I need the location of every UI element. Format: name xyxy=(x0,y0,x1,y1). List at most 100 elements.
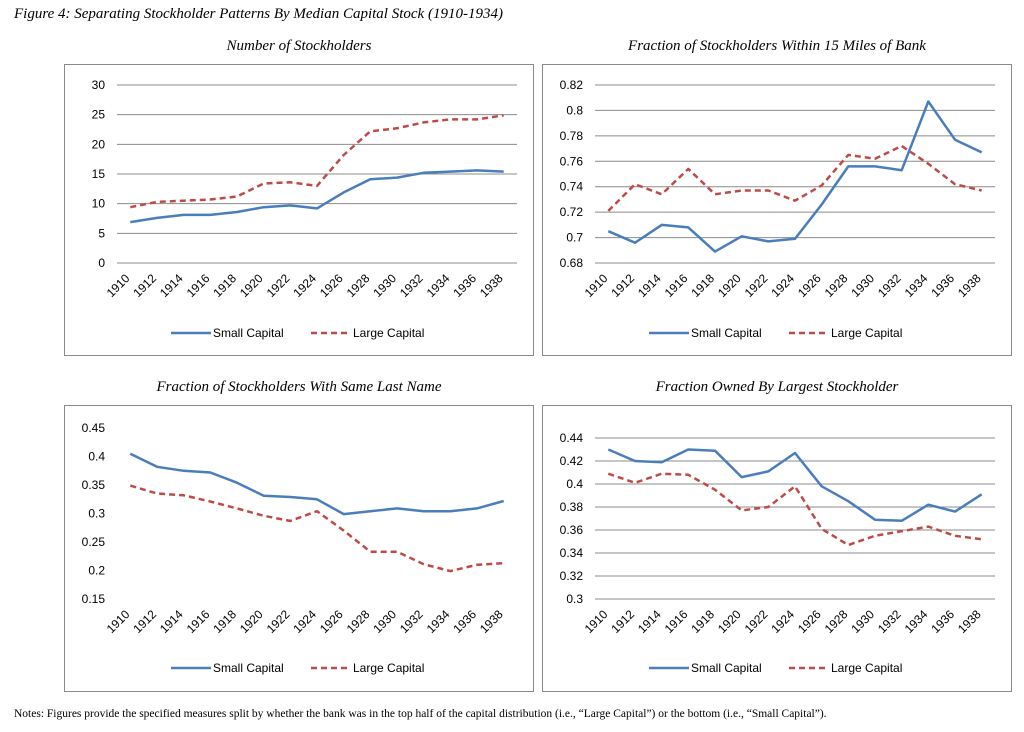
legend-label: Large Capital xyxy=(353,326,424,340)
legend-label: Small Capital xyxy=(691,661,762,675)
legend-label: Large Capital xyxy=(831,326,902,340)
x-tick-label: 1928 xyxy=(344,271,373,300)
series-line-large-capital xyxy=(130,114,504,209)
x-tick-label: 1932 xyxy=(875,271,904,300)
x-tick-label: 1930 xyxy=(848,607,877,636)
x-tick-label: 1912 xyxy=(130,607,159,636)
chart-3-svg: 0.150.20.250.30.350.40.45191019121914191… xyxy=(82,421,506,675)
x-tick-label: 1926 xyxy=(317,271,346,300)
x-tick-label: 1910 xyxy=(582,607,611,636)
series-line-small-capital xyxy=(607,448,983,523)
chart-3-title: Fraction of Stockholders With Same Last … xyxy=(156,379,442,395)
x-tick-label: 1912 xyxy=(130,271,159,300)
x-tick-label: 1918 xyxy=(688,607,717,636)
x-tick-label: 1910 xyxy=(582,271,611,300)
x-tick-label: 1936 xyxy=(928,271,957,300)
x-tick-label: 1938 xyxy=(955,607,984,636)
y-tick-label: 0.38 xyxy=(560,500,584,514)
x-tick-label: 1926 xyxy=(795,271,824,300)
y-tick-label: 0.8 xyxy=(566,103,583,117)
series-line-small-capital xyxy=(607,100,983,253)
chart-panel-same-last-name: 0.15 0.2 0.25 0.3 0.35 0.4 0.45 1910 1912 1914 191… xyxy=(64,405,534,692)
series-line-large-capital xyxy=(607,144,982,212)
y-tick-label: 0.32 xyxy=(560,569,584,583)
x-tick-label: 1920 xyxy=(237,607,266,636)
legend-label: Large Capital xyxy=(353,661,424,675)
x-tick-label: 1922 xyxy=(264,271,293,300)
series-line-small-capital xyxy=(130,169,504,224)
x-tick-label: 1938 xyxy=(477,271,506,300)
x-tick-label: 1926 xyxy=(795,607,824,636)
x-tick-label: 1912 xyxy=(608,271,637,300)
y-tick-label: 10 xyxy=(92,197,106,211)
x-tick-label: 1912 xyxy=(608,607,637,636)
y-tick-label: 0.7 xyxy=(566,231,583,245)
chart-panel-within-15-miles: 0.68 0.7 0.72 0.74 0.76 0.78 0.8 0.82 1910 1912 19… xyxy=(542,64,1012,356)
x-tick-label: 1914 xyxy=(635,607,664,636)
figure-title: Figure 4: Separating Stockholder Pattern… xyxy=(14,6,503,22)
x-tick-label: 1936 xyxy=(450,607,479,636)
x-tick-label: 1914 xyxy=(157,607,186,636)
x-tick-label: 1916 xyxy=(662,607,691,636)
x-tick-label: 1916 xyxy=(662,271,691,300)
y-tick-label: 20 xyxy=(92,137,106,151)
x-tick-label: 1918 xyxy=(688,271,717,300)
x-tick-label: 1916 xyxy=(184,607,213,636)
x-tick-label: 1936 xyxy=(928,607,957,636)
x-tick-label: 1924 xyxy=(768,271,797,300)
y-tick-label: 0.42 xyxy=(560,454,584,468)
chart-2-svg: 0.680.70.720.740.760.780.80.821910191219… xyxy=(560,78,995,340)
x-tick-label: 1918 xyxy=(210,607,239,636)
y-tick-label: 0.34 xyxy=(560,546,584,560)
y-tick-label: 15 xyxy=(92,167,106,181)
legend-label: Large Capital xyxy=(831,661,902,675)
y-tick-label: 0.72 xyxy=(560,205,584,219)
x-tick-label: 1928 xyxy=(822,271,851,300)
x-tick-label: 1938 xyxy=(955,271,984,300)
x-tick-label: 1910 xyxy=(104,607,133,636)
y-tick-label: 0.4 xyxy=(566,477,583,491)
legend-label: Small Capital xyxy=(213,326,284,340)
x-tick-label: 1920 xyxy=(237,271,266,300)
series-line-large-capital xyxy=(607,472,982,547)
x-tick-label: 1922 xyxy=(264,607,293,636)
chart-panel-stockholders: 0 5 10 15 20 25 30 1910 1912 1914 1916 1918 1920 1922… xyxy=(64,64,534,356)
y-tick-label: 25 xyxy=(92,108,106,122)
x-tick-label: 1920 xyxy=(715,607,744,636)
x-tick-label: 1924 xyxy=(290,607,319,636)
x-tick-label: 1930 xyxy=(370,271,399,300)
y-tick-label: 0.45 xyxy=(82,421,106,435)
x-tick-label: 1914 xyxy=(157,271,186,300)
x-tick-label: 1934 xyxy=(424,271,453,300)
y-tick-label: 30 xyxy=(92,78,106,92)
y-tick-label: 0.76 xyxy=(560,154,584,168)
y-tick-label: 0.74 xyxy=(560,180,584,194)
x-tick-label: 1932 xyxy=(397,271,426,300)
x-tick-label: 1920 xyxy=(715,271,744,300)
x-tick-label: 1910 xyxy=(104,271,133,300)
legend-label: Small Capital xyxy=(213,661,284,675)
x-tick-label: 1916 xyxy=(184,271,213,300)
chart-1-svg: 0 5 10 15 20 25 30 1910191219141916191819201922… xyxy=(92,78,517,340)
y-tick-label: 0.15 xyxy=(82,592,106,606)
chart-2-title: Fraction of Stockholders Within 15 Miles… xyxy=(628,38,926,54)
x-tick-label: 1932 xyxy=(397,607,426,636)
y-tick-label: 0.25 xyxy=(82,535,106,549)
series-line-small-capital xyxy=(129,452,505,516)
chart-panel-largest-stockholder: 0.3 0.32 0.34 0.36 0.38 0.4 0.42 0.44 1910 1912 19… xyxy=(542,405,1012,692)
y-tick-label: 0.44 xyxy=(560,431,584,445)
x-tick-label: 1918 xyxy=(210,271,239,300)
chart-1-title: Number of Stockholders xyxy=(226,38,372,54)
y-tick-label: 0.4 xyxy=(88,450,105,464)
series-line-large-capital xyxy=(129,484,504,573)
x-tick-label: 1934 xyxy=(424,607,453,636)
x-tick-label: 1926 xyxy=(317,607,346,636)
x-tick-label: 1928 xyxy=(822,607,851,636)
y-tick-label: 5 xyxy=(98,226,105,240)
y-tick-label: 0.35 xyxy=(82,478,106,492)
x-tick-label: 1914 xyxy=(635,271,664,300)
legend-label: Small Capital xyxy=(691,326,762,340)
y-tick-label: 0.78 xyxy=(560,129,584,143)
chart-4-title: Fraction Owned By Largest Stockholder xyxy=(655,379,899,395)
y-tick-label: 0.68 xyxy=(560,256,584,270)
